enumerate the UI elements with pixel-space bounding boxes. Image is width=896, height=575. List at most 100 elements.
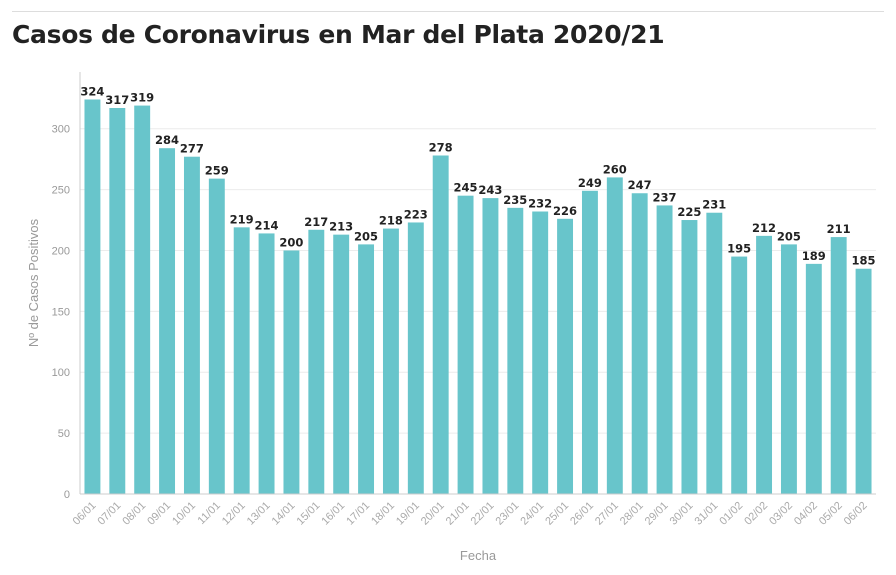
y-tick-label: 0 bbox=[64, 489, 70, 501]
data-label: 317 bbox=[105, 93, 129, 107]
data-label: 231 bbox=[702, 198, 726, 212]
x-tick-label: 29/01 bbox=[643, 500, 671, 528]
bar bbox=[382, 228, 399, 494]
data-label: 284 bbox=[155, 133, 179, 147]
x-tick-label: 08/01 bbox=[120, 500, 148, 528]
x-tick-label: 30/01 bbox=[668, 500, 696, 528]
data-label: 232 bbox=[528, 197, 552, 211]
x-tick-label: 15/01 bbox=[294, 500, 322, 528]
bar bbox=[756, 235, 773, 494]
data-label: 319 bbox=[130, 91, 154, 105]
bar bbox=[159, 148, 176, 494]
x-tick-label: 02/02 bbox=[742, 500, 770, 528]
bar bbox=[507, 207, 524, 494]
data-label: 247 bbox=[628, 178, 652, 192]
x-tick-label: 11/01 bbox=[196, 500, 223, 527]
bar bbox=[855, 268, 872, 494]
y-tick-label: 50 bbox=[58, 428, 70, 440]
data-label: 324 bbox=[80, 84, 104, 98]
x-tick-label: 12/01 bbox=[220, 500, 248, 528]
x-tick-label: 07/01 bbox=[95, 500, 123, 528]
bar bbox=[358, 244, 375, 494]
bar bbox=[258, 233, 275, 494]
data-label: 218 bbox=[379, 214, 403, 228]
bar bbox=[134, 105, 151, 494]
bar bbox=[681, 220, 698, 494]
data-label: 195 bbox=[727, 242, 751, 256]
bar bbox=[407, 222, 424, 494]
data-label: 225 bbox=[677, 205, 701, 219]
data-label: 259 bbox=[205, 164, 229, 178]
x-tick-label: 01/02 bbox=[717, 500, 745, 528]
bar bbox=[233, 227, 250, 494]
bar bbox=[631, 193, 648, 494]
x-axis-ticks: 06/0107/0108/0109/0110/0111/0112/0113/01… bbox=[71, 500, 870, 528]
bar bbox=[731, 256, 748, 494]
data-label: 245 bbox=[454, 181, 478, 195]
data-label: 213 bbox=[329, 220, 353, 234]
y-tick-label: 250 bbox=[52, 185, 70, 197]
data-label: 205 bbox=[777, 229, 801, 243]
x-tick-label: 05/02 bbox=[817, 500, 845, 528]
bar bbox=[780, 244, 797, 494]
data-label: 219 bbox=[230, 212, 254, 226]
data-label: 277 bbox=[180, 142, 204, 156]
bar bbox=[183, 156, 200, 494]
y-tick-label: 200 bbox=[52, 245, 70, 257]
y-axis-label: Nº de Casos Positivos bbox=[26, 218, 41, 347]
bar bbox=[830, 237, 847, 494]
data-label: 243 bbox=[478, 183, 502, 197]
top-divider bbox=[12, 11, 884, 12]
y-tick-label: 300 bbox=[52, 124, 70, 136]
bar bbox=[532, 211, 549, 494]
bar bbox=[581, 190, 598, 494]
bar bbox=[208, 178, 225, 495]
data-label: 237 bbox=[653, 190, 677, 204]
data-label: 217 bbox=[304, 215, 328, 229]
x-tick-label: 22/01 bbox=[469, 500, 497, 528]
x-tick-label: 10/01 bbox=[170, 500, 198, 528]
x-tick-label: 27/01 bbox=[593, 500, 621, 528]
bar bbox=[457, 195, 474, 495]
bar bbox=[706, 212, 723, 495]
bar bbox=[805, 263, 822, 494]
x-tick-label: 13/01 bbox=[245, 500, 273, 528]
x-tick-label: 06/02 bbox=[842, 500, 870, 528]
data-label: 260 bbox=[603, 162, 627, 176]
data-label: 278 bbox=[429, 140, 453, 154]
x-tick-label: 19/01 bbox=[394, 500, 422, 528]
data-label: 214 bbox=[255, 218, 279, 232]
x-tick-label: 26/01 bbox=[568, 500, 596, 528]
x-tick-label: 31/01 bbox=[692, 500, 720, 528]
x-axis-label: Fecha bbox=[460, 548, 497, 563]
data-label: 200 bbox=[279, 235, 303, 249]
bar bbox=[109, 108, 126, 494]
x-tick-label: 06/01 bbox=[71, 500, 99, 528]
bar bbox=[656, 205, 673, 494]
x-tick-label: 17/01 bbox=[344, 500, 372, 528]
bar bbox=[308, 229, 325, 495]
bar bbox=[283, 250, 300, 494]
x-tick-label: 16/01 bbox=[319, 500, 347, 528]
y-axis-ticks: 0 50 100 150 200 250 300 bbox=[52, 124, 70, 501]
x-tick-label: 03/02 bbox=[767, 500, 795, 528]
x-tick-label: 20/01 bbox=[419, 500, 447, 528]
data-label: 235 bbox=[503, 193, 527, 207]
x-tick-label: 04/02 bbox=[792, 500, 820, 528]
data-label: 211 bbox=[827, 222, 851, 236]
y-tick-label: 100 bbox=[52, 367, 70, 379]
x-tick-label: 09/01 bbox=[145, 500, 173, 528]
x-tick-label: 14/01 bbox=[270, 500, 298, 528]
data-label: 249 bbox=[578, 176, 602, 190]
x-tick-label: 25/01 bbox=[543, 500, 571, 528]
bar bbox=[333, 234, 350, 494]
x-tick-label: 21/01 bbox=[444, 500, 472, 528]
bar bbox=[84, 99, 101, 494]
data-label: 189 bbox=[802, 249, 826, 263]
chart-title: Casos de Coronavirus en Mar del Plata 20… bbox=[12, 20, 665, 49]
data-label: 185 bbox=[852, 254, 876, 268]
bar bbox=[482, 198, 499, 495]
data-label: 205 bbox=[354, 229, 378, 243]
